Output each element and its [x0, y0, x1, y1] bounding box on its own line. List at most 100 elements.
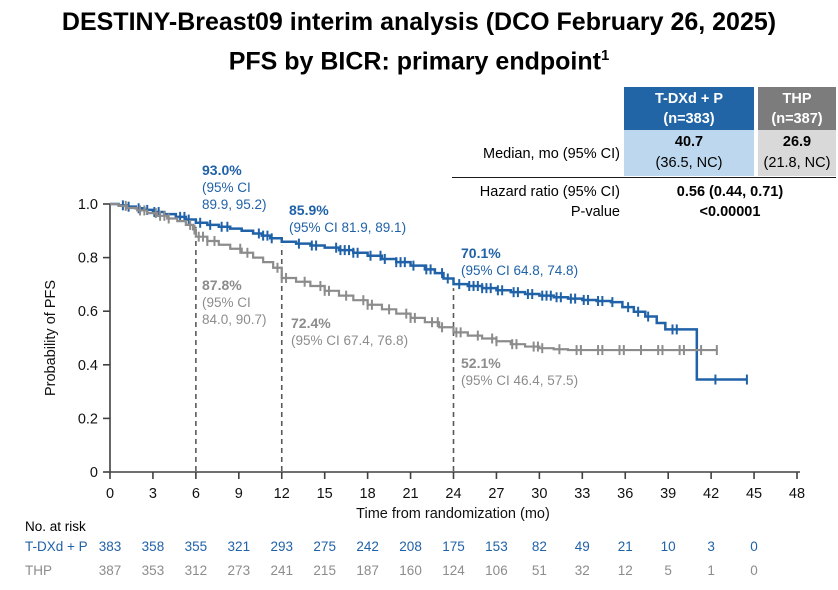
- annotation-ci: (95% CI: [202, 180, 251, 195]
- pvalue-label: P-value: [570, 204, 620, 220]
- y-tick-label: 0.2: [78, 411, 98, 427]
- annotation-thp-24mo: 52.1% (95% CI 46.4, 57.5): [461, 355, 578, 389]
- risk-count: 49: [574, 539, 590, 554]
- risk-count: 275: [313, 539, 336, 554]
- risk-count: 12: [617, 563, 633, 578]
- annotation-ci: (95% CI 64.8, 74.8): [461, 263, 579, 278]
- risk-count: 51: [531, 563, 547, 578]
- x-tick-label: 39: [660, 486, 676, 502]
- summary-header-tdxd: T-DXd + P (n=383): [624, 87, 754, 130]
- risk-count: 153: [485, 539, 508, 554]
- x-tick-label: 18: [360, 486, 376, 502]
- risk-count: 21: [617, 539, 633, 554]
- annotation-ci: (95% CI 81.9, 89.1): [289, 220, 407, 235]
- y-tick-label: 1.0: [78, 197, 98, 213]
- summary-table-divider: [452, 177, 836, 178]
- risk-count: 383: [98, 539, 122, 554]
- risk-count: 387: [98, 563, 122, 578]
- title-footnote-marker: 1: [600, 47, 610, 64]
- risk-count: 312: [184, 563, 208, 578]
- risk-count: 208: [399, 539, 422, 554]
- risk-count: 175: [442, 539, 465, 554]
- median-row-label: Median, mo (95% CI): [483, 146, 620, 162]
- annotation-thp-12mo: 72.4% (95% CI 67.4, 76.8): [291, 315, 408, 349]
- annotation-pct: 70.1%: [461, 245, 501, 261]
- risk-count: 1: [707, 563, 715, 578]
- annotation-ci: (95% CI 46.4, 57.5): [461, 373, 579, 388]
- y-tick-label: 0: [90, 465, 98, 481]
- km-curve-thp: [110, 202, 717, 352]
- x-tick-label: 30: [531, 486, 547, 502]
- annotation-ci: (95% CI 67.4, 76.8): [291, 333, 409, 348]
- hazard-ratio-label: Hazard ratio (95% CI): [479, 184, 620, 200]
- risk-table-heading: No. at risk: [25, 519, 86, 534]
- x-tick-label: 21: [402, 486, 418, 502]
- km-curve-tdxd: [110, 202, 747, 381]
- x-tick-label: 33: [574, 486, 590, 502]
- risk-count: 0: [750, 563, 758, 578]
- risk-count: 5: [664, 563, 672, 578]
- x-axis-title: Time from randomization (mo): [356, 506, 550, 522]
- x-tick-label: 6: [192, 486, 200, 502]
- x-tick-label: 0: [106, 486, 114, 502]
- risk-count: 106: [485, 563, 508, 578]
- risk-count: 242: [356, 539, 379, 554]
- annotation-tdxd-12mo: 85.9% (95% CI 81.9, 89.1): [289, 202, 406, 236]
- x-tick-label: 24: [445, 486, 461, 502]
- annotation-pct: 72.4%: [291, 315, 331, 331]
- y-axis-title: Probability of PFS: [43, 280, 59, 396]
- summary-header-thp: THP (n=387): [758, 87, 836, 130]
- x-tick-label: 48: [789, 486, 805, 502]
- pvalue-value: <0.00001: [699, 204, 761, 220]
- x-tick-label: 45: [746, 486, 762, 502]
- risk-count: 160: [399, 563, 422, 578]
- annotation-thp-6mo: 87.8% (95% CI 84.0, 90.7): [202, 277, 267, 328]
- title-line1: DESTINY-Breast09 interim analysis (DCO F…: [61, 8, 777, 36]
- annotation-ci: (95% CI: [202, 295, 251, 310]
- risk-count: 293: [270, 539, 294, 554]
- risk-count: 241: [270, 563, 294, 578]
- annotation-pct: 93.0%: [202, 162, 242, 178]
- y-tick-label: 0.4: [78, 358, 98, 374]
- median-value-tdxd: 40.7 (36.5, NC): [624, 130, 754, 176]
- y-tick-label: 0.8: [78, 251, 98, 267]
- risk-count: 353: [141, 563, 165, 578]
- risk-row-label: THP: [25, 563, 52, 578]
- risk-count: 215: [313, 563, 336, 578]
- risk-row-thp: THP 387 353 312 273 241 215 187 160 124 106 51 32 12 5…: [0, 563, 838, 581]
- risk-row-tdxd: T-DXd + P 383 358 355 321 293 275 242 208 175 153 8…: [0, 539, 838, 557]
- x-tick-label: 36: [617, 486, 633, 502]
- risk-count: 3: [707, 539, 715, 554]
- annotation-tdxd-6mo: 93.0% (95% CI 89.9, 95.2): [202, 162, 267, 213]
- risk-count: 10: [660, 539, 676, 554]
- risk-count: 82: [531, 539, 547, 554]
- risk-count: 124: [442, 563, 465, 578]
- risk-count: 321: [227, 539, 251, 554]
- x-tick-label: 42: [703, 486, 719, 502]
- median-value-thp: 26.9 (21.8, NC): [758, 130, 836, 176]
- risk-count: 358: [141, 539, 165, 554]
- annotation-pct: 87.8%: [202, 277, 242, 293]
- page-title: DESTINY-Breast09 interim analysis (DCO F…: [0, 5, 838, 78]
- annotation-tdxd-24mo: 70.1% (95% CI 64.8, 74.8): [461, 245, 578, 279]
- x-tick-label: 15: [317, 486, 333, 502]
- annotation-ci: 89.9, 95.2): [202, 197, 267, 212]
- risk-count: 32: [574, 563, 590, 578]
- x-tick-label: 27: [488, 486, 504, 502]
- risk-count: 0: [750, 539, 758, 554]
- annotation-pct: 52.1%: [461, 355, 501, 371]
- annotation-pct: 85.9%: [289, 202, 329, 218]
- risk-count: 187: [356, 563, 379, 578]
- hazard-ratio-value: 0.56 (0.44, 0.71): [676, 184, 784, 200]
- risk-count: 273: [227, 563, 251, 578]
- title-line2: PFS by BICR: primary endpoint1: [228, 47, 610, 76]
- annotation-ci: 84.0, 90.7): [202, 312, 267, 327]
- x-tick-label: 12: [274, 486, 290, 502]
- y-tick-label: 0.6: [78, 304, 98, 320]
- risk-count: 355: [184, 539, 208, 554]
- x-tick-label: 9: [235, 486, 243, 502]
- x-tick-label: 3: [149, 486, 157, 502]
- risk-row-label: T-DXd + P: [25, 539, 88, 554]
